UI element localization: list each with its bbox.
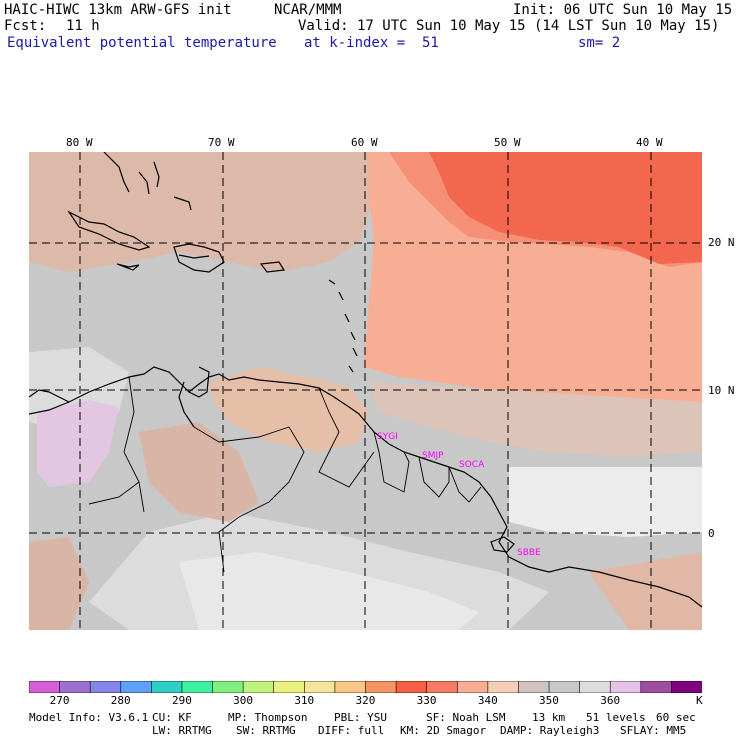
colorbar-swatch bbox=[29, 681, 61, 693]
colorbar-swatch bbox=[120, 681, 153, 693]
footer-sw: SW: RRTMG bbox=[236, 724, 296, 737]
lat-label-eq: 0 bbox=[708, 527, 715, 540]
peach-region-southwest bbox=[29, 537, 89, 630]
colorbar-swatch bbox=[242, 681, 275, 693]
footer-cu: CU: KF bbox=[152, 711, 192, 724]
lon-label-40w: 40 W bbox=[636, 136, 663, 149]
footer-timestep: 60 sec bbox=[656, 711, 696, 724]
footer-diff: DIFF: full bbox=[318, 724, 385, 737]
peach-region-north bbox=[29, 152, 399, 272]
colorbar-swatch bbox=[304, 681, 336, 693]
colorbar-swatch bbox=[334, 681, 367, 693]
org-label: NCAR/MMM bbox=[274, 2, 342, 18]
field-name: Equivalent potential temperature bbox=[7, 35, 277, 51]
colorbar-tick-label: 280 bbox=[110, 694, 131, 707]
valid-time: Valid: 17 UTC Sun 10 May 15 (14 LST Sun … bbox=[298, 18, 720, 34]
colorbar-swatch bbox=[151, 681, 183, 693]
footer-mp: MP: Thompson bbox=[228, 711, 308, 724]
lon-label-80w: 80 W bbox=[66, 136, 93, 149]
model-title: HAIC-HIWC 13km ARW-GFS init bbox=[4, 2, 232, 18]
colorbar-swatch bbox=[273, 681, 306, 693]
colorbar-swatch bbox=[456, 681, 489, 693]
lat-label-20n: 20 N bbox=[708, 236, 735, 249]
station-soca: SOCA bbox=[459, 460, 485, 470]
colorbar-swatch bbox=[212, 681, 244, 693]
colorbar-swatch bbox=[487, 681, 520, 693]
colorbar-swatch bbox=[426, 681, 459, 693]
colorbar-tick-label: 290 bbox=[171, 694, 192, 707]
colorbar-swatch bbox=[59, 681, 91, 693]
coastlines bbox=[29, 152, 702, 608]
footer-sf: SF: Noah LSM bbox=[426, 711, 506, 724]
colorbar-unit: K bbox=[696, 694, 703, 707]
colorbar-tick-label: 340 bbox=[477, 694, 498, 707]
lon-label-50w: 50 W bbox=[494, 136, 521, 149]
lat-label-10n: 10 N bbox=[708, 384, 735, 397]
colorbar-swatch bbox=[548, 681, 581, 693]
fcst-value: 11 h bbox=[66, 18, 100, 34]
footer-km: KM: 2D Smagor bbox=[400, 724, 487, 737]
colorbar-tick-label: 270 bbox=[49, 694, 70, 707]
colorbar-tick-label: 360 bbox=[600, 694, 621, 707]
whitish-region-south bbox=[179, 552, 479, 630]
station-smjp: SMJP bbox=[422, 451, 444, 461]
level-label: at k-index = 51 bbox=[304, 35, 439, 51]
station-labels: SYGI SMJP SOCA SBBE bbox=[377, 432, 541, 558]
colorbar-tick-label: 300 bbox=[233, 694, 253, 707]
footer-lw: LW: RRTMG bbox=[152, 724, 212, 737]
country-borders bbox=[88, 376, 482, 573]
fcst-label: Fcst: bbox=[4, 18, 47, 34]
footer-resolution: 13 km bbox=[532, 711, 566, 724]
colorbar-swatch bbox=[640, 681, 673, 693]
colorbar-tick-label: 350 bbox=[539, 694, 559, 707]
footer-levels: 51 levels bbox=[586, 711, 646, 724]
colorbar-swatch bbox=[518, 681, 550, 693]
lon-label-70w: 70 W bbox=[208, 136, 235, 149]
theta-e-map: SYGI SMJP SOCA SBBE bbox=[29, 152, 702, 630]
colorbar-tick-label: 310 bbox=[294, 694, 315, 707]
peach-region-colombia bbox=[139, 422, 259, 522]
station-sygi: SYGI bbox=[377, 432, 398, 442]
colorbar-tick-label: 330 bbox=[416, 694, 437, 707]
station-sbbe: SBBE bbox=[517, 548, 541, 558]
colorbar-swatch bbox=[671, 681, 702, 693]
colorbar-swatch bbox=[365, 681, 397, 693]
purple-region-colombia bbox=[37, 400, 119, 487]
footer-pbl: PBL: YSU bbox=[334, 711, 387, 724]
light-band-atlantic bbox=[369, 382, 702, 457]
colorbar-tick-label: 320 bbox=[355, 694, 376, 707]
lon-label-60w: 60 W bbox=[351, 136, 378, 149]
colorbar-swatch bbox=[89, 681, 122, 693]
colorbar-swatch bbox=[395, 681, 428, 693]
colorbar bbox=[29, 681, 702, 693]
red-region-east bbox=[429, 152, 702, 264]
colorbar-swatch bbox=[609, 681, 642, 693]
footer-model-info: Model Info: V3.6.1 bbox=[29, 711, 149, 724]
colorbar-swatch bbox=[181, 681, 214, 693]
smoothing-label: sm= 2 bbox=[578, 35, 621, 51]
footer-damp: DAMP: Rayleigh3 bbox=[500, 724, 600, 737]
graticule bbox=[29, 152, 702, 630]
init-time: Init: 06 UTC Sun 10 May 15 bbox=[513, 2, 733, 18]
footer-sflay: SFLAY: MM5 bbox=[620, 724, 687, 737]
white-patch-atlantic bbox=[509, 467, 702, 537]
colorbar-swatch bbox=[579, 681, 612, 693]
peach-region-venezuela bbox=[209, 367, 369, 452]
peach-region-southeast bbox=[589, 552, 702, 630]
